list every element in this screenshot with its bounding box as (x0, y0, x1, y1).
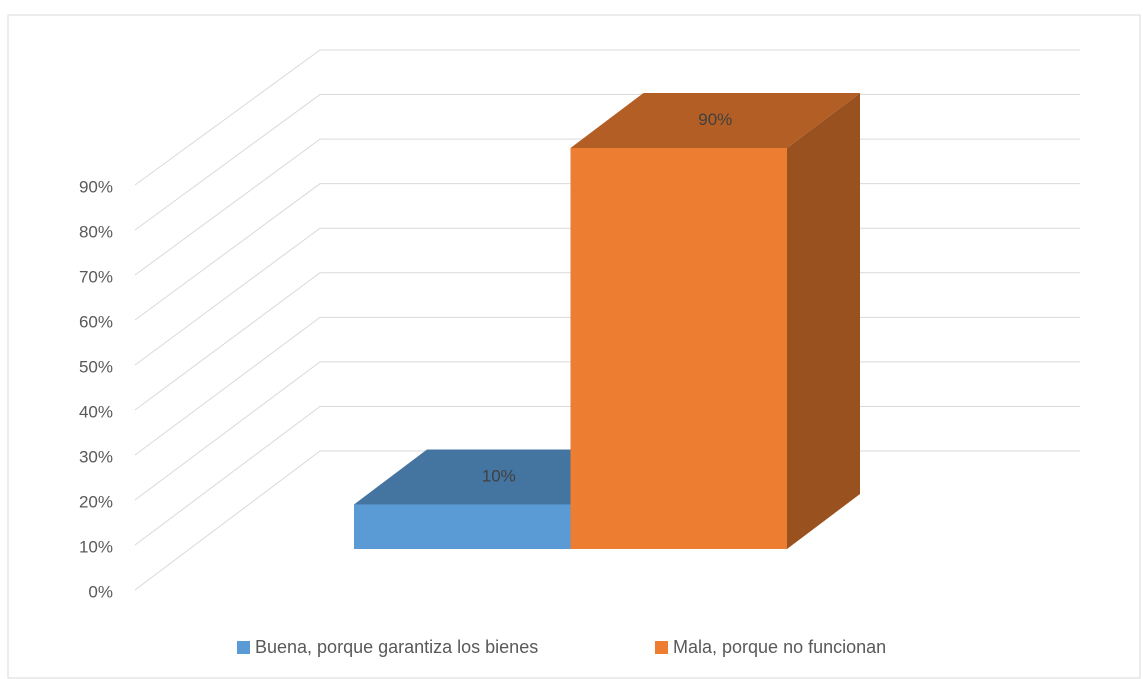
y-tick-label: 50% (79, 357, 113, 376)
legend-label: Mala, porque no funcionan (673, 637, 886, 657)
legend-swatch (655, 641, 668, 654)
data-label: 90% (698, 110, 732, 129)
legend-swatch (237, 641, 250, 654)
y-tick-label: 30% (79, 447, 113, 466)
bar-top (570, 93, 860, 148)
y-tick-label: 80% (79, 222, 113, 241)
y-tick-label: 20% (79, 492, 113, 511)
y-tick-label: 40% (79, 402, 113, 421)
bar (354, 504, 571, 549)
grid-line (134, 49, 1080, 186)
bar-side (787, 93, 860, 549)
y-tick-label: 60% (79, 312, 113, 331)
legend-label: Buena, porque garantiza los bienes (255, 637, 538, 657)
data-label: 10% (482, 466, 516, 485)
bar (570, 148, 787, 549)
y-tick-label: 10% (79, 537, 113, 556)
y-tick-label: 70% (79, 267, 113, 286)
y-tick-label: 0% (88, 582, 113, 601)
y-tick-label: 90% (79, 177, 113, 196)
